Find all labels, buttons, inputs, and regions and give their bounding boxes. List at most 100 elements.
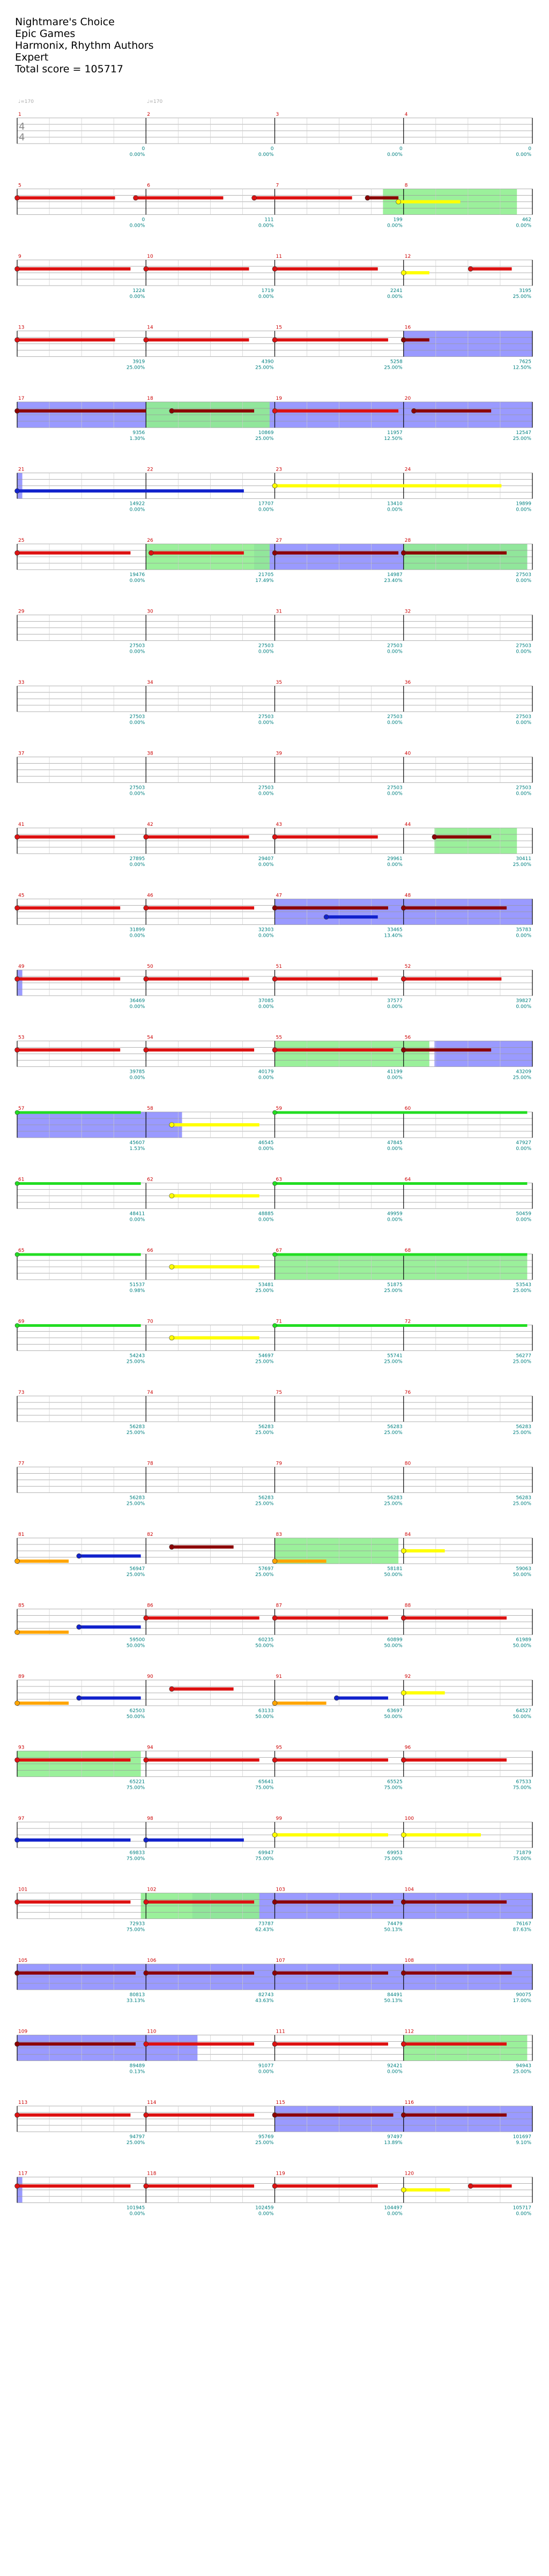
measure-percent: 25.00% <box>127 2140 145 2146</box>
measure-score: 56283 <box>258 1424 274 1430</box>
measure-percent: 25.00% <box>384 365 403 371</box>
measure-percent: 0.00% <box>258 152 274 158</box>
note-gem <box>468 266 473 272</box>
measure-number: 71 <box>276 1319 282 1325</box>
measure-score: 56283 <box>130 1496 145 1501</box>
measure-score: 27503 <box>516 714 531 720</box>
measure-number: 56 <box>405 1035 411 1041</box>
note-gem <box>272 550 278 556</box>
measure-percent: 0.00% <box>387 152 403 158</box>
difficulty-label: Expert <box>15 51 49 63</box>
note-gem <box>251 195 257 201</box>
measure-number: 85 <box>18 1603 24 1609</box>
measure-number: 18 <box>147 396 153 401</box>
measure-number: 97 <box>18 1816 24 1821</box>
note-gem <box>272 266 278 272</box>
measure-percent: 0.00% <box>130 649 145 655</box>
measure-number: 102 <box>147 1887 156 1893</box>
staff-system <box>17 1467 533 1493</box>
measure-number: 49 <box>18 964 25 969</box>
measure-number: 99 <box>276 1816 283 1821</box>
measure-number: 25 <box>18 538 24 543</box>
note-gem <box>143 834 149 840</box>
staff-system <box>14 1893 533 1919</box>
measure-score: 67533 <box>516 1780 531 1785</box>
measure-percent: 25.00% <box>513 862 532 868</box>
note-gem <box>143 1615 149 1621</box>
measure-number: 65 <box>18 1248 24 1253</box>
staff-system <box>14 1609 533 1635</box>
measure-number: 4 <box>405 112 408 117</box>
note-gem <box>432 834 437 840</box>
measure-score: 71879 <box>516 1850 531 1856</box>
note-gem <box>272 1047 278 1053</box>
measure-number: 118 <box>147 2171 156 2177</box>
measure-score: 69953 <box>387 1850 403 1856</box>
measure-score: 199 <box>394 218 403 223</box>
measure-score: 49959 <box>387 1212 403 1217</box>
measure-score: 105717 <box>513 2206 531 2211</box>
note-gem <box>143 976 149 982</box>
note-gem <box>14 488 20 494</box>
note-gem <box>400 976 406 982</box>
measure-number: 8 <box>405 183 408 189</box>
measure-score: 59500 <box>130 1638 145 1643</box>
measure-score: 111 <box>264 218 273 223</box>
measure-score: 27503 <box>387 786 403 791</box>
measure-number: 1 <box>18 112 21 117</box>
measure-number: 44 <box>405 822 411 827</box>
measure-score: 41199 <box>387 1070 403 1075</box>
staff-system <box>17 615 533 641</box>
measure-number: 3 <box>276 112 279 117</box>
note-gem <box>323 914 329 920</box>
measure-score: 1719 <box>262 288 274 294</box>
measure-percent: 17.00% <box>513 1998 532 2004</box>
measure-percent: 0.00% <box>516 223 531 229</box>
measure-percent: 0.00% <box>387 223 403 229</box>
note-gem <box>400 905 406 911</box>
measure-percent: 25.00% <box>384 1430 403 1436</box>
measure-number: 96 <box>405 1745 411 1751</box>
measure-percent: 25.00% <box>255 1430 274 1436</box>
measure-score: 0 <box>399 146 403 152</box>
measure-score: 97497 <box>387 2134 403 2140</box>
measure-number: 106 <box>147 1958 156 1963</box>
note-gem <box>272 1899 278 1905</box>
measure-number: 76 <box>405 1390 411 1395</box>
measure-percent: 0.98% <box>130 1288 145 1294</box>
measure-percent: 75.00% <box>255 1786 274 1791</box>
measure-percent: 25.00% <box>127 1572 145 1578</box>
measure-score: 27503 <box>516 644 531 649</box>
measure-percent: 0.00% <box>130 294 145 300</box>
measure-number: 80 <box>405 1461 411 1467</box>
measure-percent: 25.00% <box>384 1502 403 1507</box>
measure-number: 115 <box>276 2100 285 2105</box>
measure-percent: 87.63% <box>513 1928 532 1933</box>
note-gem <box>400 1548 406 1554</box>
measure-score: 29961 <box>387 856 403 862</box>
measure-score: 4390 <box>262 360 274 365</box>
measure-percent: 50.00% <box>127 1714 145 1720</box>
measure-number: 15 <box>276 325 282 331</box>
measure-number: 86 <box>147 1603 153 1609</box>
measure-number: 114 <box>147 2100 156 2105</box>
measure-score: 101697 <box>513 2134 531 2140</box>
measure-percent: 0.00% <box>130 862 145 868</box>
measure-number: 26 <box>147 538 153 543</box>
note-gem <box>169 1264 175 1270</box>
measure-number: 38 <box>147 751 153 757</box>
note-gem <box>14 1323 20 1328</box>
measure-percent: 50.13% <box>384 1928 403 1933</box>
measure-score: 35783 <box>516 928 531 933</box>
measure-percent: 0.00% <box>516 507 531 513</box>
measure-percent: 17.49% <box>255 578 274 584</box>
measure-number: 58 <box>147 1106 153 1111</box>
measure-score: 72933 <box>130 1922 145 1927</box>
measure-percent: 25.00% <box>513 436 532 442</box>
measure-percent: 0.00% <box>258 1218 274 1223</box>
measure-percent: 25.00% <box>127 1502 145 1507</box>
measure-percent: 25.00% <box>255 1360 274 1365</box>
measure-number: 93 <box>18 1745 24 1751</box>
measure-number: 90 <box>147 1674 153 1679</box>
tempo-marking: ♩=170 <box>18 99 34 104</box>
